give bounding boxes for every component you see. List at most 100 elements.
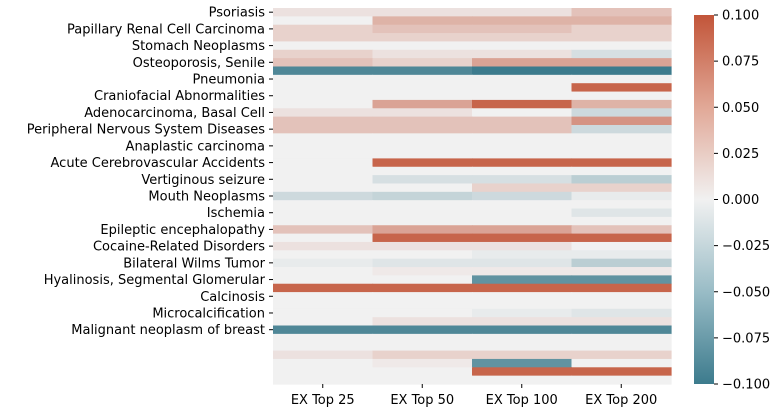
heatmap-cell	[273, 208, 374, 218]
heatmap-cell	[472, 133, 573, 143]
y-tick-label: Malignant neoplasm of breast	[71, 323, 265, 338]
heatmap-cell	[372, 8, 473, 17]
heatmap-cell	[472, 183, 573, 193]
heatmap-cell	[571, 225, 672, 235]
y-tick-label: Vertiginous seizure	[141, 173, 265, 188]
heatmap-cell	[472, 292, 573, 302]
heatmap-cell	[472, 275, 573, 285]
colorbar-tick-label: −0.025	[722, 239, 770, 254]
heatmap-cell	[273, 358, 374, 368]
heatmap-cell	[372, 216, 473, 226]
heatmap-cell	[372, 158, 473, 168]
colorbar-tick-label: 0.050	[722, 101, 759, 116]
heatmap-cell	[472, 283, 573, 293]
heatmap-cell	[472, 16, 573, 26]
heatmap-cell	[372, 58, 473, 68]
heatmap-cell	[571, 108, 672, 118]
heatmap-cell	[571, 49, 672, 59]
heatmap-cell	[273, 333, 374, 343]
heatmap-cell	[571, 141, 672, 151]
heatmap-cell	[372, 141, 473, 151]
x-tick-label: EX Top 100	[486, 393, 558, 408]
heatmap-cell	[372, 367, 473, 377]
heatmap-cell	[472, 250, 573, 260]
heatmap-cell	[472, 74, 573, 84]
heatmap-cell	[472, 116, 573, 126]
heatmap-cell	[372, 250, 473, 260]
heatmap-cell	[571, 233, 672, 243]
heatmap-cell	[273, 183, 374, 193]
heatmap-cell	[372, 150, 473, 159]
heatmap-cell	[571, 150, 672, 159]
heatmap-cell	[571, 16, 672, 26]
heatmap-cell	[571, 133, 672, 143]
colorbar-tick-label: 0.075	[722, 55, 759, 70]
heatmap-cell	[472, 325, 573, 335]
heatmap-cell	[472, 124, 573, 134]
heatmap-cell	[472, 150, 573, 159]
heatmap-cell	[571, 200, 672, 210]
heatmap-cell	[372, 317, 473, 327]
heatmap-cell	[571, 333, 672, 343]
heatmap-cell	[571, 191, 672, 201]
heatmap-cell	[571, 283, 672, 293]
y-tick-label: Bilateral Wilms Tumor	[123, 256, 265, 271]
heatmap-cell	[273, 325, 374, 335]
heatmap-cell	[273, 342, 374, 352]
colorbar-tick-label: 0.025	[722, 147, 759, 162]
heatmap-cell	[273, 8, 374, 17]
heatmap-cell	[571, 308, 672, 318]
heatmap-cell	[372, 300, 473, 310]
heatmap-cell	[472, 367, 573, 377]
heatmap-cell	[472, 141, 573, 151]
heatmap-cell	[571, 325, 672, 335]
heatmap-cell	[273, 49, 374, 59]
heatmap-cell	[372, 350, 473, 360]
heatmap-cell	[372, 133, 473, 143]
colorbar-tick-label: 0.000	[722, 193, 759, 208]
y-tick-label: Peripheral Nervous System Diseases	[27, 123, 265, 138]
x-tick-label: EX Top 25	[291, 393, 355, 408]
heatmap-cell	[472, 24, 573, 34]
y-tick-label: Hyalinosis, Segmental Glomerular	[44, 273, 266, 288]
heatmap-cell	[372, 49, 473, 59]
y-tick-label: Microcalcification	[152, 306, 265, 321]
heatmap-cell	[372, 200, 473, 210]
heatmap-cell	[571, 83, 672, 93]
heatmap-cell	[273, 91, 374, 101]
heatmap-cell	[273, 367, 374, 377]
heatmap-cell	[571, 24, 672, 34]
heatmap-cell	[571, 183, 672, 193]
colorbar-tick-label: 0.100	[722, 9, 759, 24]
heatmap-cell	[472, 58, 573, 68]
heatmap-cell	[273, 33, 374, 43]
heatmap-cell	[372, 342, 473, 352]
heatmap-cell	[372, 108, 473, 118]
colorbar-tick-label: −0.100	[722, 378, 770, 393]
y-tick-label: Calcinosis	[200, 290, 265, 305]
heatmap-cell	[273, 133, 374, 143]
heatmap-cell	[273, 267, 374, 276]
heatmap-cell	[372, 241, 473, 251]
heatmap-cell	[472, 41, 573, 51]
y-tick-label: Anaplastic carcinoma	[126, 139, 265, 154]
x-tick-label: EX Top 200	[585, 393, 657, 408]
heatmap-cell	[372, 375, 473, 385]
heatmap-cell	[372, 183, 473, 193]
y-tick-label: Epileptic encephalopathy	[100, 223, 265, 238]
heatmap-cell	[472, 308, 573, 318]
heatmap-cell	[571, 367, 672, 377]
heatmap-cell	[571, 116, 672, 126]
heatmap-cell	[571, 350, 672, 360]
heatmap-cell	[372, 24, 473, 34]
heatmap-cell	[273, 116, 374, 126]
y-tick-label: Mouth Neoplasms	[148, 190, 265, 205]
y-tick-label: Ischemia	[207, 206, 265, 221]
heatmap-cell	[273, 292, 374, 302]
heatmap-cell	[372, 283, 473, 293]
heatmap-cell	[472, 375, 573, 385]
heatmap-cell	[472, 225, 573, 235]
heatmap-cell	[571, 208, 672, 218]
colorbar-tick-label: −0.050	[722, 285, 770, 300]
